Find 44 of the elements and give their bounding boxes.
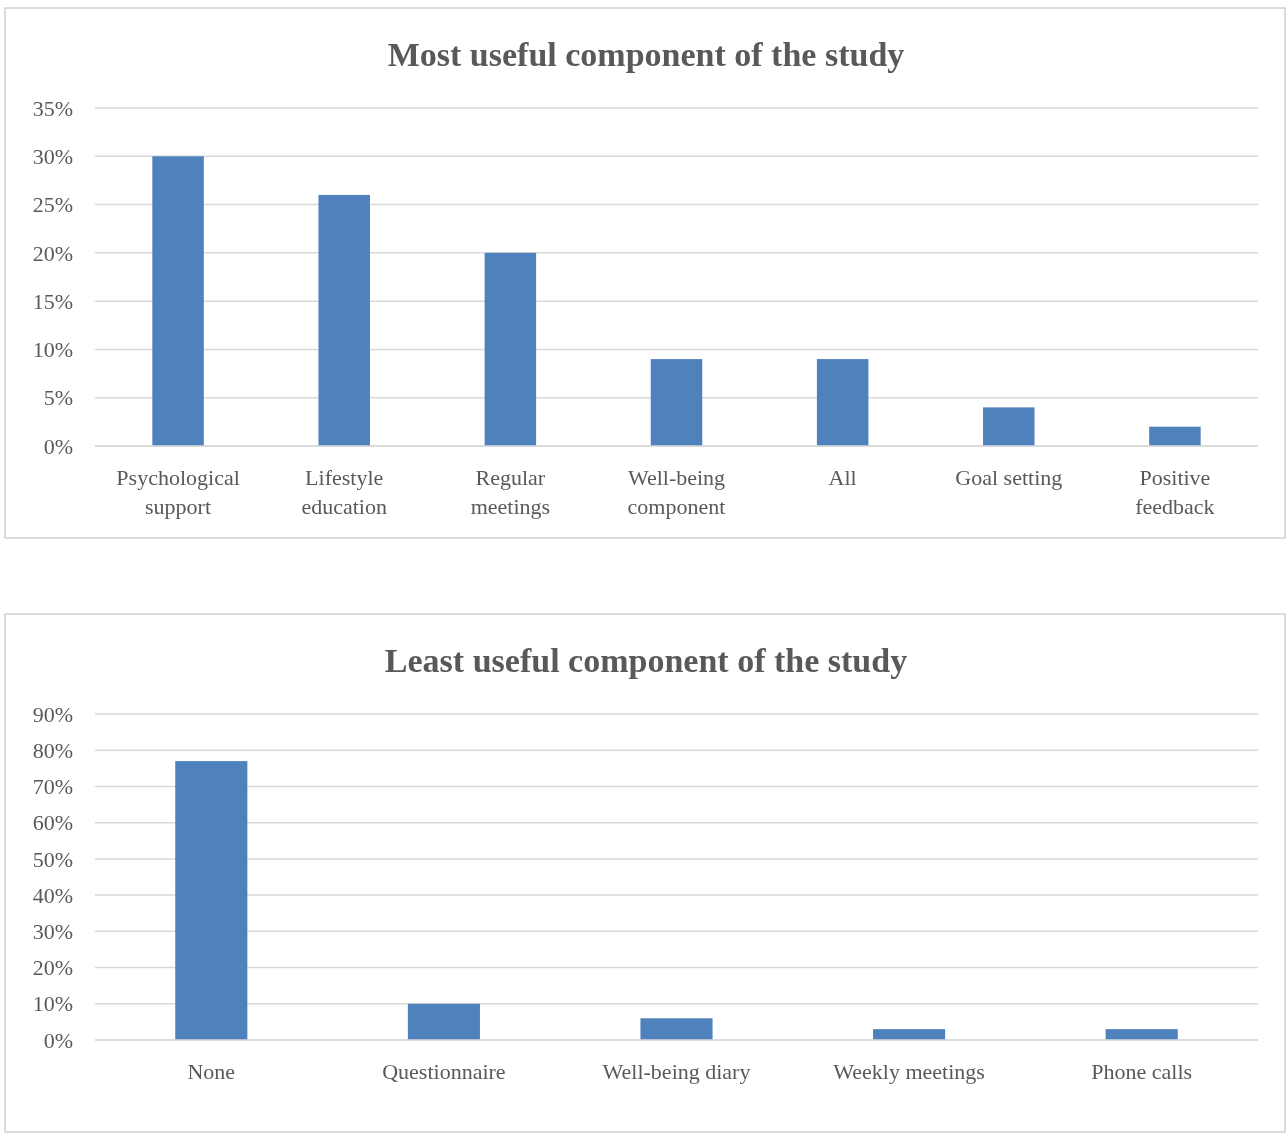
x-tick-label: All: [828, 465, 857, 490]
y-tick-label: 15%: [32, 288, 73, 314]
y-tick-label: 0%: [43, 433, 73, 459]
y-tick-label: 80%: [32, 737, 73, 763]
bar: [152, 156, 204, 446]
x-tick-label: Weekly meetings: [833, 1059, 985, 1084]
x-tick-label: Well-being diary: [602, 1059, 751, 1084]
y-tick-label: 30%: [32, 143, 73, 169]
y-tick-label: 10%: [32, 991, 73, 1017]
y-tick-label: 50%: [32, 846, 73, 872]
x-tick-label: Positive feedback: [1135, 465, 1215, 519]
bar: [407, 1003, 480, 1040]
x-tick-label: Questionnaire: [382, 1059, 506, 1084]
x-tick-label: Regular meetings: [470, 465, 551, 519]
bar: [175, 761, 248, 1040]
y-tick-label: 0%: [43, 1027, 73, 1053]
bar: [640, 1018, 713, 1040]
bar: [1105, 1029, 1178, 1040]
x-tick-label: Well-being component: [627, 465, 726, 519]
y-tick-label: 20%: [32, 240, 73, 266]
y-tick-label: 35%: [32, 95, 73, 121]
bar: [650, 359, 703, 446]
x-tick-label: Goal setting: [955, 465, 1063, 490]
bar: [318, 194, 370, 446]
y-tick-label: 20%: [32, 955, 73, 981]
y-tick-label: 60%: [32, 810, 73, 836]
chart-title: Most useful component of the study: [387, 36, 905, 73]
chart-title: Least useful component of the study: [384, 642, 908, 679]
y-tick-label: 40%: [32, 882, 73, 908]
bar: [816, 359, 869, 446]
bar: [484, 252, 537, 446]
y-tick-label: 10%: [32, 337, 73, 363]
y-tick-label: 25%: [32, 192, 73, 218]
bar: [983, 407, 1035, 446]
y-tick-label: 70%: [32, 774, 73, 800]
y-tick-label: 5%: [43, 385, 73, 411]
x-tick-label: Lifestyle education: [301, 465, 387, 519]
y-tick-label: 90%: [32, 701, 73, 727]
bar: [1149, 426, 1201, 446]
bar: [873, 1029, 946, 1040]
x-tick-label: Phone calls: [1091, 1059, 1193, 1084]
y-tick-label: 30%: [32, 919, 73, 945]
x-tick-label: Psychological support: [116, 465, 240, 519]
x-tick-label: None: [187, 1059, 236, 1084]
